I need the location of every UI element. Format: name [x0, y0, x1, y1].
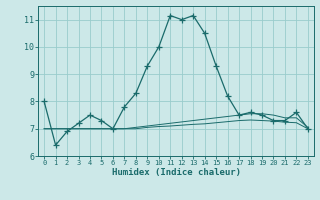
X-axis label: Humidex (Indice chaleur): Humidex (Indice chaleur)	[111, 168, 241, 177]
